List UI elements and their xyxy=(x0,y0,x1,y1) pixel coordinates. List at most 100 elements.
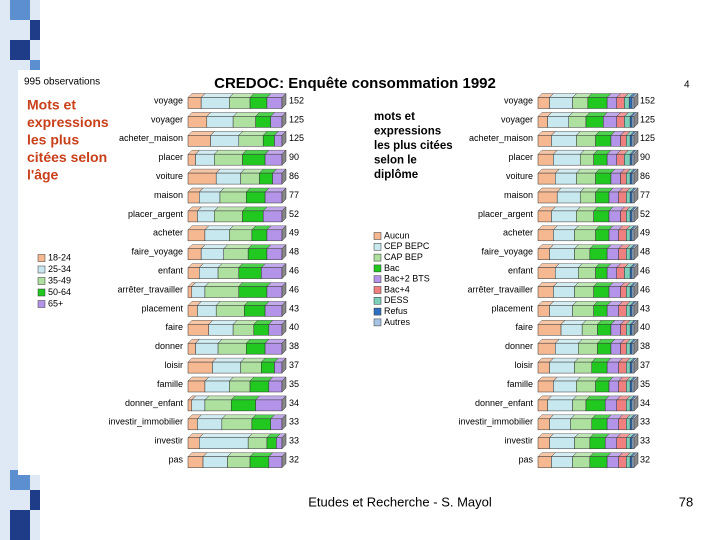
bar-segment xyxy=(585,399,606,412)
bar-top xyxy=(204,395,236,401)
bar-segment xyxy=(187,135,211,147)
bar-segment xyxy=(262,210,283,223)
bar-segment xyxy=(589,456,608,468)
bar-segment xyxy=(253,324,270,336)
bar-segment xyxy=(620,286,627,298)
category-label: donner_enfant xyxy=(475,398,534,408)
bar-segment xyxy=(266,229,283,242)
count-label: 35 xyxy=(289,379,299,389)
bar-segment xyxy=(629,456,633,468)
category-label: acheter xyxy=(503,228,533,238)
bar-segment xyxy=(626,380,631,393)
bar-top xyxy=(202,452,233,457)
bar-segment xyxy=(204,286,240,298)
bar-segment xyxy=(606,456,619,468)
count-label: 33 xyxy=(640,436,650,446)
bar-top xyxy=(213,149,248,155)
bar-segment xyxy=(537,172,556,185)
bar-segment xyxy=(608,210,621,223)
bar-side xyxy=(633,206,639,223)
bar-segment xyxy=(187,418,198,431)
bar-segment xyxy=(206,116,234,128)
bar-top xyxy=(187,131,216,136)
legend-label: 18-24 xyxy=(48,252,71,262)
chart-title: diplôme xyxy=(374,169,418,181)
bar-segment xyxy=(593,153,608,166)
bar-segment xyxy=(537,135,552,147)
bar-segment xyxy=(229,97,251,109)
bar-segment xyxy=(631,267,635,279)
bar-segment xyxy=(626,135,631,147)
category-label: placer_argent xyxy=(128,209,184,219)
count-label: 46 xyxy=(289,284,299,294)
bar-segment xyxy=(261,361,275,374)
bar-segment xyxy=(247,248,268,260)
bar-segment xyxy=(620,172,627,185)
bar-segment xyxy=(616,153,625,166)
bar-segment xyxy=(631,135,635,147)
bar-top xyxy=(548,93,578,98)
bar-segment xyxy=(589,437,606,449)
bar-side xyxy=(281,376,287,393)
bar-segment xyxy=(626,172,631,185)
bar-segment xyxy=(187,191,200,204)
bar-segment xyxy=(593,286,610,298)
bar-segment xyxy=(631,437,635,449)
bar-segment xyxy=(187,342,196,355)
bar-top xyxy=(241,149,270,155)
bar-segment xyxy=(629,286,633,298)
bar-segment xyxy=(628,97,633,109)
bar-segment xyxy=(626,399,631,412)
bar-segment xyxy=(606,153,617,166)
chart-title: expressions xyxy=(27,114,109,130)
bar-side xyxy=(633,92,639,110)
bar-top xyxy=(200,93,234,98)
category-label: placement xyxy=(491,303,533,313)
bar-segment xyxy=(620,324,627,336)
bar-segment xyxy=(537,191,558,204)
bar-segment xyxy=(556,191,581,204)
count-label: 90 xyxy=(640,152,650,162)
bar-segment xyxy=(626,456,631,468)
category-label: faire xyxy=(165,322,183,332)
bar-segment xyxy=(626,191,631,204)
bar-side xyxy=(633,357,639,374)
bar-segment xyxy=(595,267,608,279)
bar-segment xyxy=(618,248,627,260)
bar-top xyxy=(238,263,266,268)
count-label: 33 xyxy=(289,436,299,446)
bar-segment xyxy=(560,324,583,336)
bar-segment xyxy=(631,380,635,393)
bar-segment xyxy=(187,153,196,166)
bar-segment xyxy=(266,437,277,449)
bar-segment xyxy=(576,172,596,185)
bar-segment xyxy=(626,324,631,336)
category-label: placer xyxy=(158,152,183,162)
bar-segment xyxy=(631,361,635,374)
bar-segment xyxy=(631,342,635,355)
legend-swatch xyxy=(373,232,382,240)
bar-top xyxy=(550,452,578,457)
legend-swatch xyxy=(373,243,382,251)
bar-side xyxy=(281,414,287,431)
bar-top xyxy=(204,376,234,382)
bar-top xyxy=(211,357,246,363)
bar-segment xyxy=(232,116,256,128)
bar-segment xyxy=(187,437,200,449)
bar-segment xyxy=(246,342,266,355)
legend-swatch xyxy=(37,254,46,262)
bar-segment xyxy=(261,267,283,279)
bar-segment xyxy=(618,456,627,468)
bar-segment xyxy=(553,153,581,166)
bar-segment xyxy=(187,380,206,393)
bar-top xyxy=(548,414,576,420)
bar-segment xyxy=(631,286,635,298)
legend-swatch xyxy=(373,307,382,316)
bar-segment xyxy=(230,399,256,412)
category-label: arrêter_travailler xyxy=(117,284,183,294)
bar-segment xyxy=(217,267,240,279)
count-label: 52 xyxy=(289,209,299,219)
category-label: maison xyxy=(154,190,183,200)
bar-segment xyxy=(537,210,552,223)
bar-top xyxy=(223,244,253,249)
